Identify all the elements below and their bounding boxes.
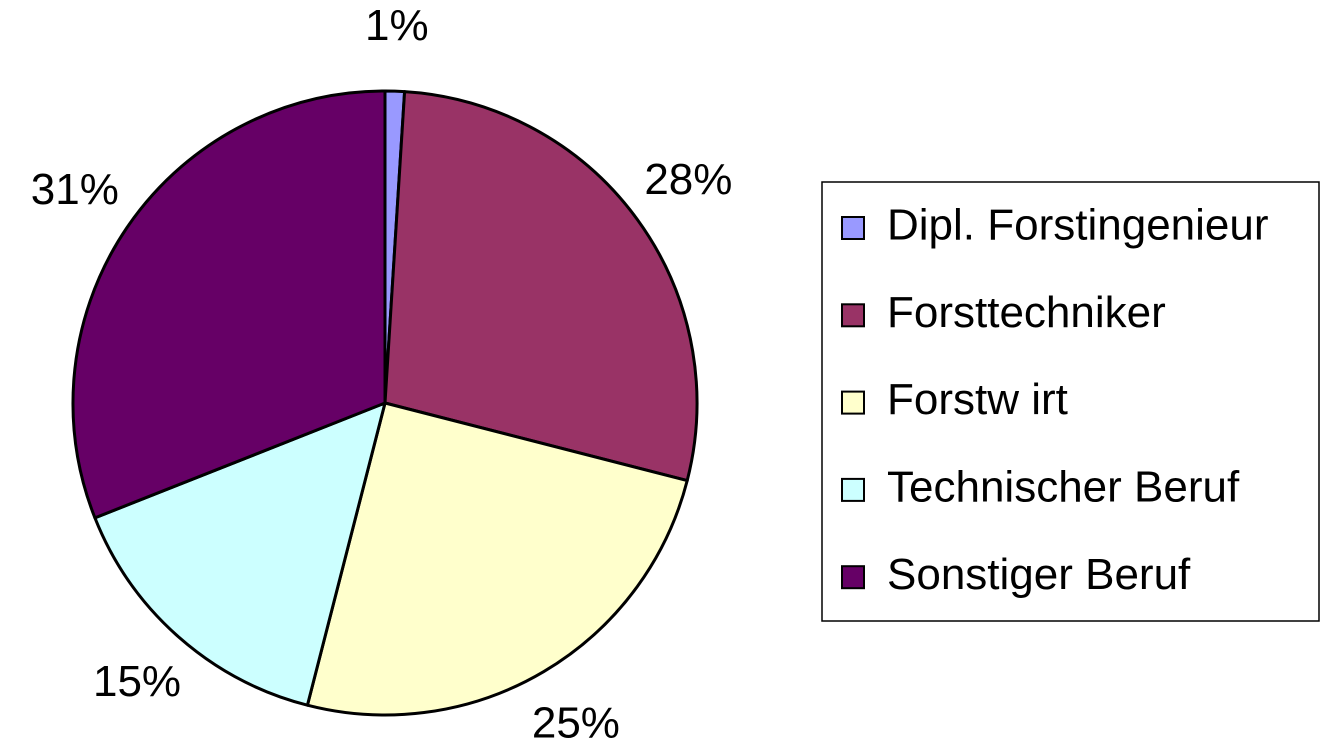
legend-label: Forstw irt	[887, 375, 1068, 424]
data-label: 31%	[31, 165, 119, 214]
legend-label: Dipl. Forstingenieur	[887, 201, 1269, 250]
pie-slice	[93, 401, 387, 707]
legend-swatch	[841, 216, 865, 240]
data-label: 28%	[644, 155, 732, 204]
data-label: 25%	[532, 698, 620, 747]
legend-box	[821, 181, 1320, 622]
pie-slice	[383, 90, 699, 483]
data-label: 1%	[365, 1, 429, 50]
legend-swatch	[841, 303, 865, 328]
legend-swatch	[841, 390, 865, 415]
data-label: 15%	[93, 657, 181, 706]
pie-slice	[71, 89, 387, 520]
legend-label: Technischer Beruf	[887, 463, 1240, 512]
legend-label: Sonstiger Beruf	[887, 550, 1191, 599]
legend-swatch	[841, 565, 865, 590]
legend-swatch	[841, 477, 865, 502]
pie-slice	[305, 401, 689, 717]
legend-label: Forsttechniker	[887, 288, 1166, 337]
